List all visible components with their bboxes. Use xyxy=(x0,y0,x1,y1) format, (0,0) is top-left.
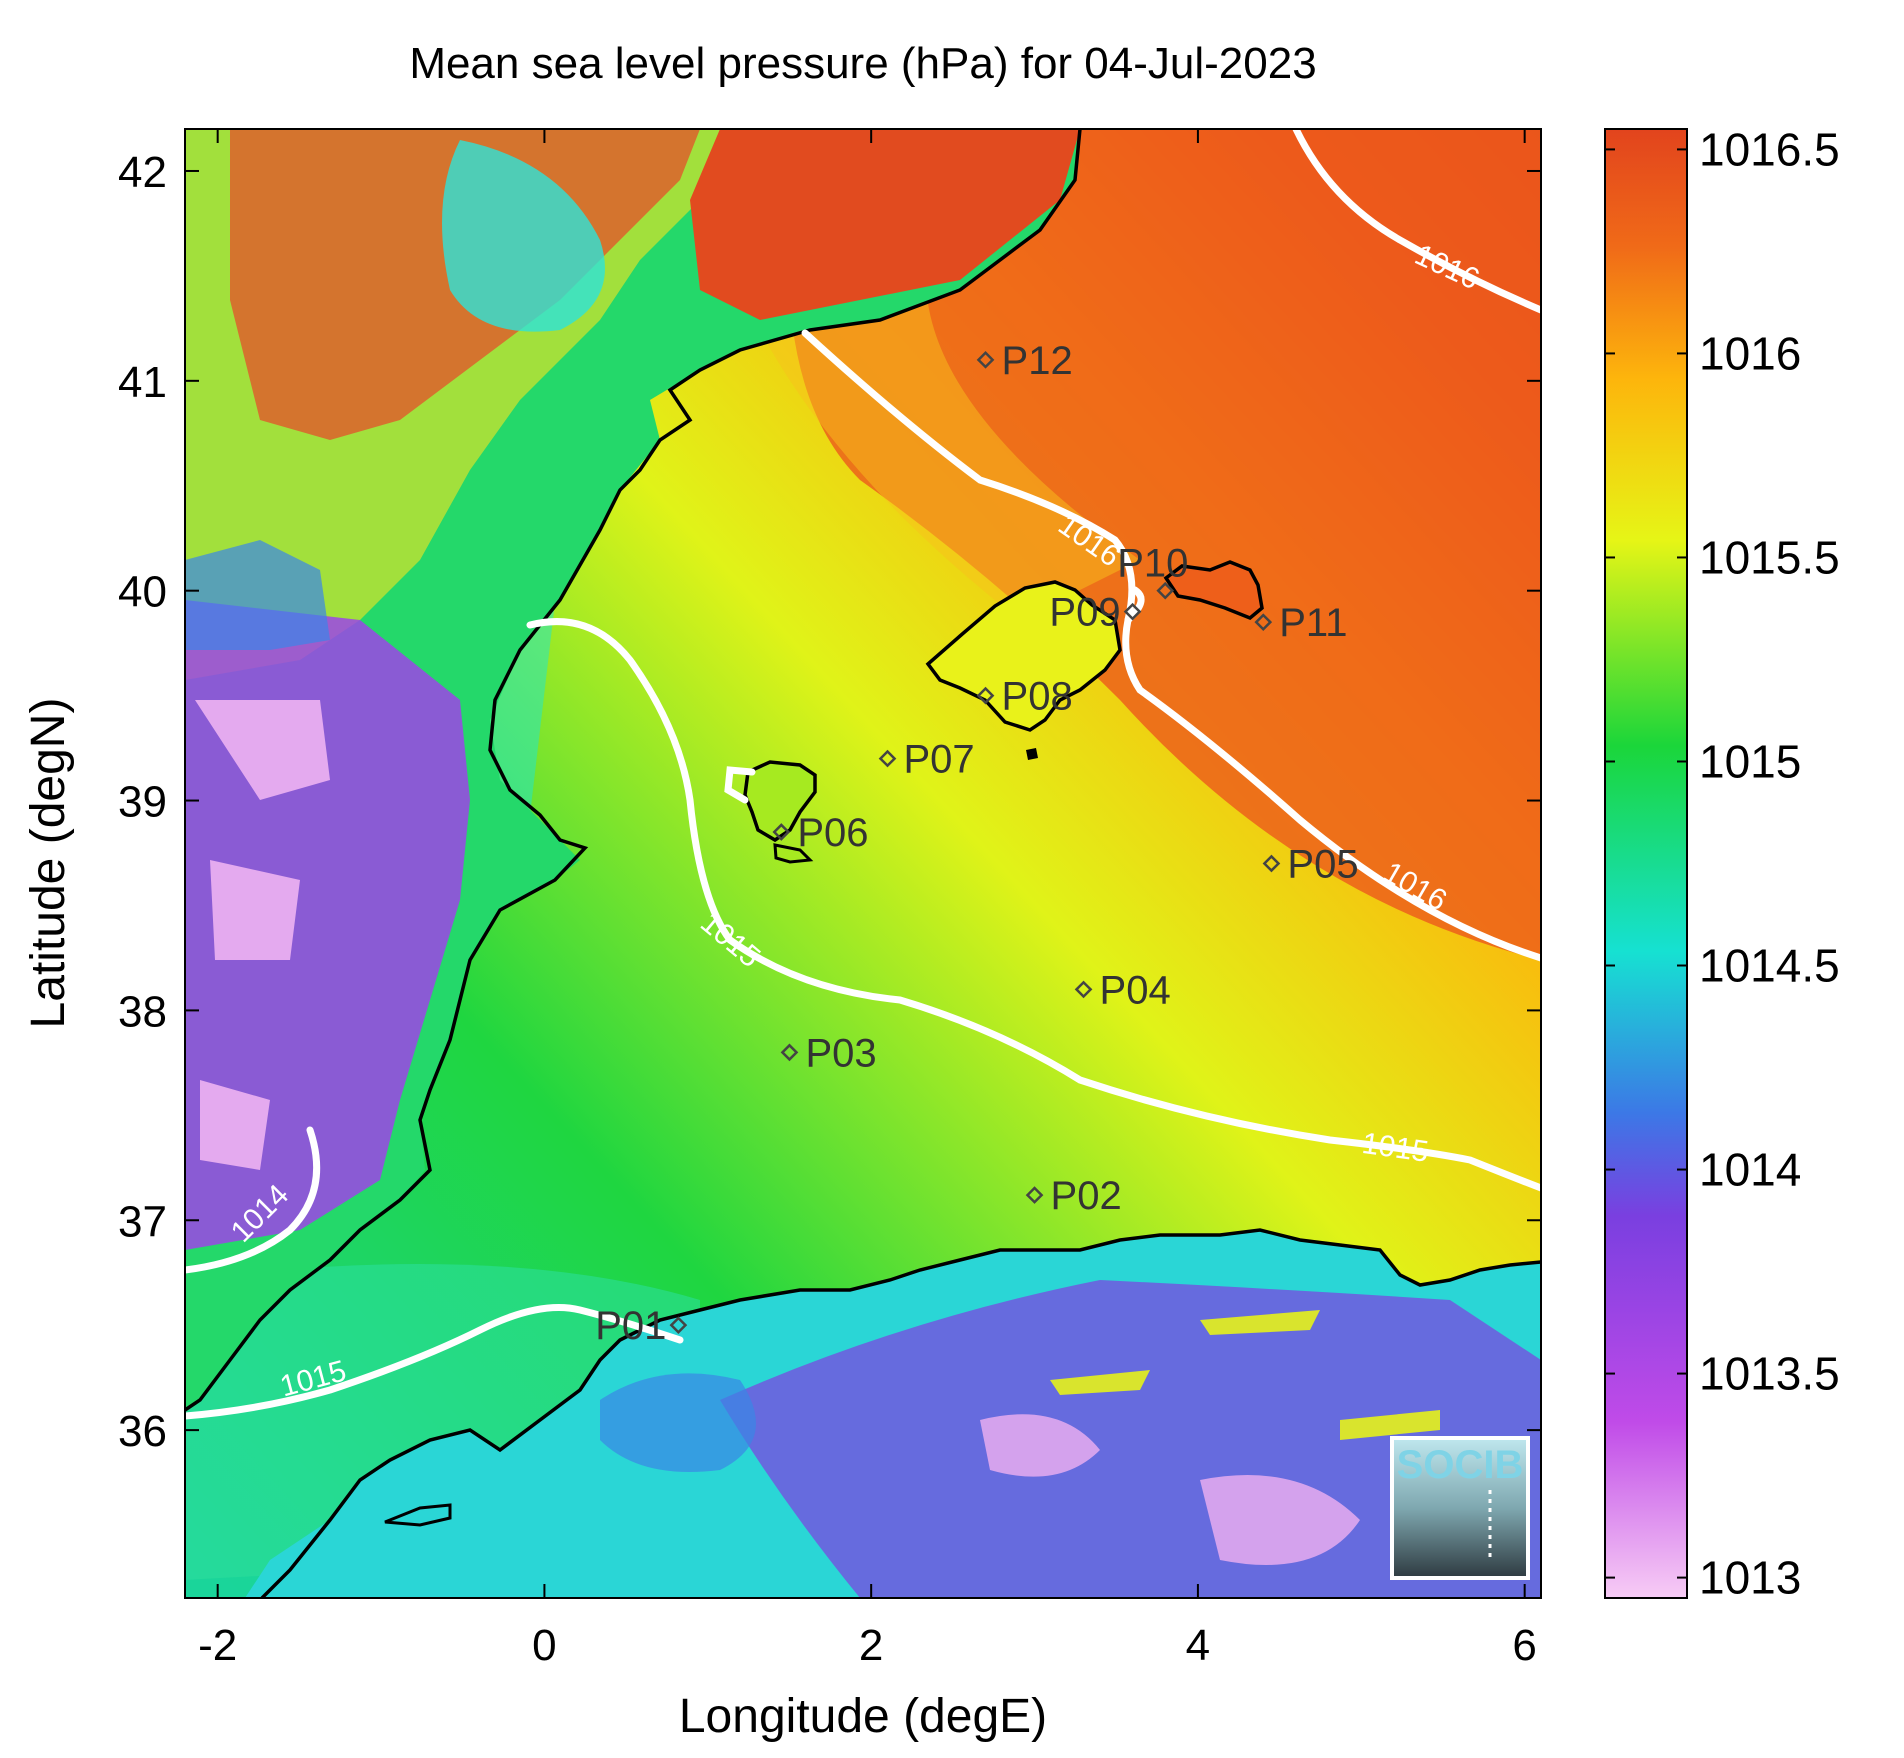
station-marker xyxy=(780,1043,799,1062)
y-tick-label: 37 xyxy=(118,1197,167,1246)
y-tick-label: 38 xyxy=(118,987,167,1036)
colorbar-tick-label: 1016 xyxy=(1699,327,1801,379)
axis-ticks: -2 0 2 4 6 36 37 38 39 40 41 42 xyxy=(118,129,1541,1670)
station-label: P01 xyxy=(595,1304,666,1348)
station-marker xyxy=(1025,1186,1044,1204)
colorbar-tick-label: 1013.5 xyxy=(1699,1348,1840,1400)
x-tick-label: 6 xyxy=(1512,1621,1536,1670)
contour-1015-south xyxy=(185,1304,684,1420)
map-title: Mean sea level pressure (hPa) for 04-Jul… xyxy=(409,39,1316,88)
station-label: P03 xyxy=(805,1031,876,1075)
station-marker xyxy=(976,351,995,369)
station-label: P05 xyxy=(1287,843,1358,887)
contour-1016-north xyxy=(1292,129,1541,314)
station-label: P10 xyxy=(1117,542,1188,586)
x-tick-label: 4 xyxy=(1186,1621,1210,1670)
iberia-coastline xyxy=(185,129,1082,1412)
station-marker xyxy=(976,686,995,705)
alboran-islet xyxy=(384,1503,452,1527)
station-label: P12 xyxy=(1002,339,1073,383)
y-tick-label: 39 xyxy=(118,778,167,827)
station-marker xyxy=(1074,980,1093,999)
mallorca-island xyxy=(925,580,1122,732)
station-marker xyxy=(669,1316,688,1335)
station-label: P02 xyxy=(1051,1174,1122,1218)
station-label: P07 xyxy=(904,738,975,782)
ibiza-island xyxy=(743,760,817,843)
station-marker xyxy=(878,749,897,768)
colorbar-ticks: 1013 1013.5 1014 1014.5 1015 1015.5 1016 1016.5 xyxy=(1605,123,1840,1604)
cabrera-island xyxy=(1026,748,1038,760)
contour-1014 xyxy=(185,1126,321,1274)
contour-1015-ibiza xyxy=(724,766,756,804)
plot-frame xyxy=(184,128,1542,1599)
colorbar-tick-label: 1016.5 xyxy=(1699,123,1840,175)
contour-lines xyxy=(185,129,1541,1420)
station-marker xyxy=(1262,854,1281,873)
station-markers: P01 P02 P03 P04 P05 P06 P07 P08 P09 P10 P11 P12 xyxy=(595,339,1358,1348)
colorbar xyxy=(1604,128,1688,1599)
station-label: P06 xyxy=(797,811,868,855)
contour-1015-west xyxy=(526,618,1541,1192)
y-tick-label: 40 xyxy=(118,568,167,617)
x-tick-label: 2 xyxy=(859,1621,883,1670)
y-tick-label: 42 xyxy=(118,148,167,197)
colorbar-tick-label: 1014 xyxy=(1699,1144,1801,1196)
logo-text: SOCIB xyxy=(1397,1443,1524,1487)
x-axis-label: Longitude (degE) xyxy=(679,1690,1047,1743)
colorbar-tick-label: 1015 xyxy=(1699,735,1801,787)
y-tick-label: 36 xyxy=(118,1407,167,1456)
station-label: P08 xyxy=(1002,675,1073,719)
y-tick-label: 41 xyxy=(118,358,167,407)
station-label: P09 xyxy=(1049,591,1120,635)
station-label: P04 xyxy=(1100,968,1171,1012)
north-africa-coastline xyxy=(260,1228,1541,1598)
station-marker xyxy=(772,823,791,841)
x-tick-label: 0 xyxy=(532,1621,556,1670)
colorbar-tick-label: 1015.5 xyxy=(1699,531,1840,583)
formentera-island xyxy=(773,843,814,864)
y-axis-label: Latitude (degN) xyxy=(22,698,75,1029)
station-marker xyxy=(1156,581,1175,600)
station-marker xyxy=(1123,602,1142,621)
colorbar-tick-label: 1014.5 xyxy=(1699,940,1840,992)
colorbar-tick-label: 1013 xyxy=(1699,1552,1801,1604)
socib-logo: SOCIB xyxy=(1390,1436,1530,1580)
x-tick-label: -2 xyxy=(198,1621,237,1670)
station-label: P11 xyxy=(1279,601,1347,645)
station-marker xyxy=(1254,613,1273,632)
menorca-island xyxy=(1163,560,1264,621)
